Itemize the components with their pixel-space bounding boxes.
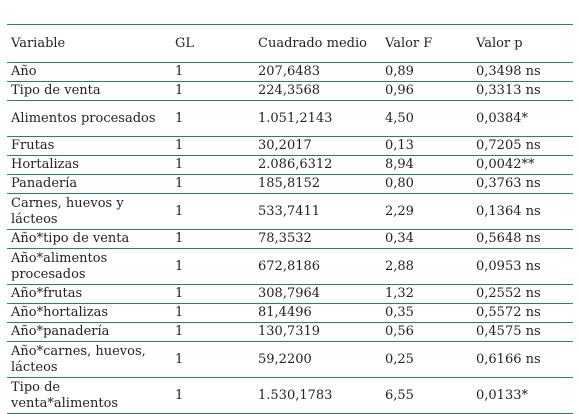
table-row: Panadería 1 185,8152 0,80 0,3763 ns (7, 174, 573, 194)
table-row: Año*carnes, huevos, lácteos 1 59,2200 0,… (7, 341, 573, 378)
cell-gl: 1 (171, 377, 254, 414)
table-top-rule (7, 24, 573, 25)
cell-valor-p: 0,1364 ns (472, 193, 573, 230)
cell-variable: Hortalizas (7, 155, 171, 175)
table-row: Tipo de venta*alimentos 1 1.530,1783 6,5… (7, 377, 573, 414)
cell-variable: Carnes, huevos y lácteos (7, 193, 171, 230)
cell-valor-p: 0,0953 ns (472, 248, 573, 285)
cell-cuadrado-medio: 308,7964 (254, 284, 381, 304)
table-row: Carnes, huevos y lácteos 1 533,7411 2,29… (7, 193, 573, 230)
cell-variable: Alimentos procesados (7, 100, 171, 137)
cell-gl: 1 (171, 303, 254, 323)
cell-valor-f: 0,89 (381, 62, 472, 82)
cell-valor-f: 0,34 (381, 229, 472, 249)
cell-valor-f: 2,29 (381, 193, 472, 230)
table-row: Año*alimentos procesados 1 672,8186 2,88… (7, 248, 573, 285)
table-row: Hortalizas 1 2.086,6312 8,94 0,0042** (7, 155, 573, 175)
cell-cuadrado-medio: 185,8152 (254, 174, 381, 194)
cell-valor-p: 0,3498 ns (472, 62, 573, 82)
cell-valor-f: 0,13 (381, 136, 472, 156)
cell-cuadrado-medio: 207,6483 (254, 62, 381, 82)
cell-cuadrado-medio: 78,3532 (254, 229, 381, 249)
cell-valor-f: 0,96 (381, 81, 472, 101)
cell-cuadrado-medio: 130,7319 (254, 322, 381, 342)
cell-valor-p: 0,3763 ns (472, 174, 573, 194)
cell-valor-f: 0,35 (381, 303, 472, 323)
cell-gl: 1 (171, 155, 254, 175)
cell-cuadrado-medio: 2.086,6312 (254, 155, 381, 175)
cell-valor-f: 0,25 (381, 341, 472, 378)
cell-cuadrado-medio: 672,8186 (254, 248, 381, 285)
cell-cuadrado-medio: 30,2017 (254, 136, 381, 156)
header-row: Variable GL Cuadrado medio Valor F Valor… (7, 26, 573, 63)
table-row: Año*tipo de venta 1 78,3532 0,34 0,5648 … (7, 229, 573, 249)
cell-valor-p: 0,4575 ns (472, 322, 573, 342)
cell-variable: Año*frutas (7, 284, 171, 304)
header-cuadrado-medio: Cuadrado medio (254, 26, 381, 63)
cell-valor-f: 2,88 (381, 248, 472, 285)
cell-variable: Tipo de venta (7, 81, 171, 101)
cell-valor-f: 0,80 (381, 174, 472, 194)
table-row: Año*panadería 1 130,7319 0,56 0,4575 ns (7, 322, 573, 342)
cell-cuadrado-medio: 1.530,1783 (254, 377, 381, 414)
cell-variable: Año*panadería (7, 322, 171, 342)
cell-valor-f: 1,32 (381, 284, 472, 304)
table-row: Año*frutas 1 308,7964 1,32 0,2552 ns (7, 284, 573, 304)
table-row: Tipo de venta 1 224,3568 0,96 0,3313 ns (7, 81, 573, 101)
cell-cuadrado-medio: 533,7411 (254, 193, 381, 230)
cell-valor-p: 0,0384* (472, 100, 573, 137)
cell-cuadrado-medio: 224,3568 (254, 81, 381, 101)
cell-valor-p: 0,2552 ns (472, 284, 573, 304)
cell-gl: 1 (171, 248, 254, 285)
cell-gl: 1 (171, 81, 254, 101)
anova-table: Variable GL Cuadrado medio Valor F Valor… (7, 26, 573, 414)
cell-variable: Tipo de venta*alimentos (7, 377, 171, 414)
cell-gl: 1 (171, 341, 254, 378)
cell-gl: 1 (171, 193, 254, 230)
table-row: Alimentos procesados 1 1.051,2143 4,50 0… (7, 100, 573, 137)
cell-valor-p: 0,0133* (472, 377, 573, 414)
cell-gl: 1 (171, 62, 254, 82)
header-variable: Variable (7, 26, 171, 63)
cell-variable: Año (7, 62, 171, 82)
cell-valor-p: 0,5648 ns (472, 229, 573, 249)
cell-valor-p: 0,7205 ns (472, 136, 573, 156)
cell-gl: 1 (171, 229, 254, 249)
header-valor-f: Valor F (381, 26, 472, 63)
cell-variable: Frutas (7, 136, 171, 156)
cell-gl: 1 (171, 322, 254, 342)
table-row: Año*hortalizas 1 81,4496 0,35 0,5572 ns (7, 303, 573, 323)
cell-gl: 1 (171, 136, 254, 156)
cell-valor-f: 0,56 (381, 322, 472, 342)
cell-cuadrado-medio: 1.051,2143 (254, 100, 381, 137)
cell-variable: Año*tipo de venta (7, 229, 171, 249)
cell-cuadrado-medio: 59,2200 (254, 341, 381, 378)
cell-valor-p: 0,6166 ns (472, 341, 573, 378)
cell-valor-p: 0,3313 ns (472, 81, 573, 101)
header-gl: GL (171, 26, 254, 63)
table-row: Año 1 207,6483 0,89 0,3498 ns (7, 62, 573, 82)
cell-cuadrado-medio: 81,4496 (254, 303, 381, 323)
cell-valor-f: 4,50 (381, 100, 472, 137)
cell-gl: 1 (171, 284, 254, 304)
cell-variable: Año*alimentos procesados (7, 248, 171, 285)
cell-gl: 1 (171, 100, 254, 137)
header-valor-p: Valor p (472, 26, 573, 63)
cell-valor-p: 0,5572 ns (472, 303, 573, 323)
cell-valor-f: 8,94 (381, 155, 472, 175)
cell-variable: Año*carnes, huevos, lácteos (7, 341, 171, 378)
cell-valor-p: 0,0042** (472, 155, 573, 175)
cell-gl: 1 (171, 174, 254, 194)
table-row: Frutas 1 30,2017 0,13 0,7205 ns (7, 136, 573, 156)
cell-variable: Panadería (7, 174, 171, 194)
cell-variable: Año*hortalizas (7, 303, 171, 323)
cell-valor-f: 6,55 (381, 377, 472, 414)
